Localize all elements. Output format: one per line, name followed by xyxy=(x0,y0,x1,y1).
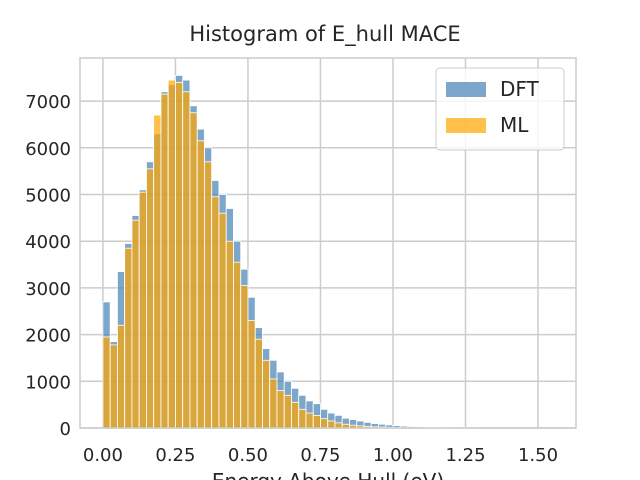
bar xyxy=(305,412,314,429)
bar xyxy=(320,418,329,429)
x-axis-label: Energy Above Hull (eV) xyxy=(212,469,444,480)
y-tick-label: 7000 xyxy=(25,92,71,113)
bar xyxy=(254,338,263,429)
x-tick-label: 1.50 xyxy=(518,445,558,466)
bar xyxy=(109,344,118,429)
y-tick-label: 0 xyxy=(60,419,71,440)
x-tick-label: 0.25 xyxy=(155,445,195,466)
bar xyxy=(334,422,343,429)
bar xyxy=(218,212,227,429)
bar xyxy=(312,414,321,429)
bar xyxy=(167,79,176,429)
x-tick-label: 1.00 xyxy=(373,445,413,466)
y-tick-label: 6000 xyxy=(25,139,71,160)
y-tick-label: 2000 xyxy=(25,326,71,347)
bar xyxy=(102,336,111,429)
bar xyxy=(225,240,234,429)
bar xyxy=(204,161,213,429)
bar xyxy=(298,408,307,429)
bar xyxy=(291,401,300,429)
x-tick-label: 0.75 xyxy=(300,445,340,466)
bar xyxy=(131,219,140,429)
legend-label: DFT xyxy=(500,77,540,101)
bar xyxy=(240,285,249,429)
bar xyxy=(124,247,133,429)
bar xyxy=(233,261,242,429)
bar xyxy=(262,359,271,429)
legend-label: ML xyxy=(500,113,529,137)
bar xyxy=(138,191,147,429)
x-tick-label: 1.25 xyxy=(445,445,485,466)
bar xyxy=(283,394,292,429)
bar xyxy=(327,420,336,429)
bar xyxy=(276,390,285,429)
bar xyxy=(269,378,278,429)
x-tick-label: 0.00 xyxy=(83,445,123,466)
bar xyxy=(196,140,205,429)
legend-swatch xyxy=(446,118,486,133)
chart-title: Histogram of E_hull MACE xyxy=(189,22,460,47)
bar xyxy=(189,112,198,429)
plot-frame xyxy=(79,57,577,429)
bar xyxy=(146,168,155,429)
bar xyxy=(211,196,220,429)
bar xyxy=(117,324,126,429)
y-tick-label: 4000 xyxy=(25,232,71,253)
bar xyxy=(160,93,169,429)
legend-swatch xyxy=(446,82,486,97)
y-tick-label: 5000 xyxy=(25,186,71,207)
y-tick-label: 3000 xyxy=(25,279,71,300)
y-tick-label: 1000 xyxy=(25,372,71,393)
bar xyxy=(153,114,162,429)
bar xyxy=(175,82,184,429)
bar xyxy=(182,91,191,429)
bar xyxy=(247,320,256,429)
x-tick-label: 0.50 xyxy=(228,445,268,466)
